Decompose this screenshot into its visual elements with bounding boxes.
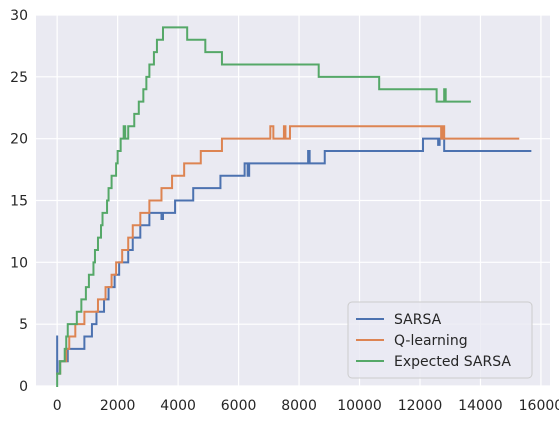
x-tick-label: 2000: [100, 398, 136, 414]
legend-label-q-learning: Q-learning: [394, 333, 468, 349]
y-tick-label: 25: [10, 70, 28, 86]
x-tick-label: 16000: [519, 398, 559, 414]
x-tick-label: 14000: [458, 398, 503, 414]
legend-box: [347, 301, 533, 379]
y-tick-label: 0: [19, 379, 28, 395]
y-tick-label: 20: [10, 132, 28, 148]
x-tick-labels: 0 2000 4000 6000 8000 10000 12000 14000 16000: [53, 398, 559, 414]
legend-label-sarsa: SARSA: [394, 312, 442, 328]
legend: SARSA Q-learning Expected SARSA: [347, 301, 533, 379]
series-line-sarsa: [56, 137, 532, 375]
y-tick-label: 15: [10, 194, 28, 210]
series-lines: [56, 26, 532, 387]
x-tick-label: 10000: [337, 398, 382, 414]
x-tick-label: 6000: [221, 398, 257, 414]
series-line-q-learning: [56, 125, 520, 375]
y-tick-label: 10: [10, 255, 28, 271]
x-tick-label: 4000: [160, 398, 196, 414]
x-tick-label: 12000: [398, 398, 443, 414]
legend-label-expected-sarsa: Expected SARSA: [394, 354, 511, 370]
y-tick-label: 5: [19, 317, 28, 333]
x-tick-label: 0: [53, 398, 62, 414]
y-tick-label: 30: [10, 8, 28, 24]
y-tick-labels: 0 5 10 15 20 25 30: [10, 8, 28, 395]
x-tick-label: 8000: [281, 398, 317, 414]
series-line-expected-sarsa: [56, 26, 471, 387]
